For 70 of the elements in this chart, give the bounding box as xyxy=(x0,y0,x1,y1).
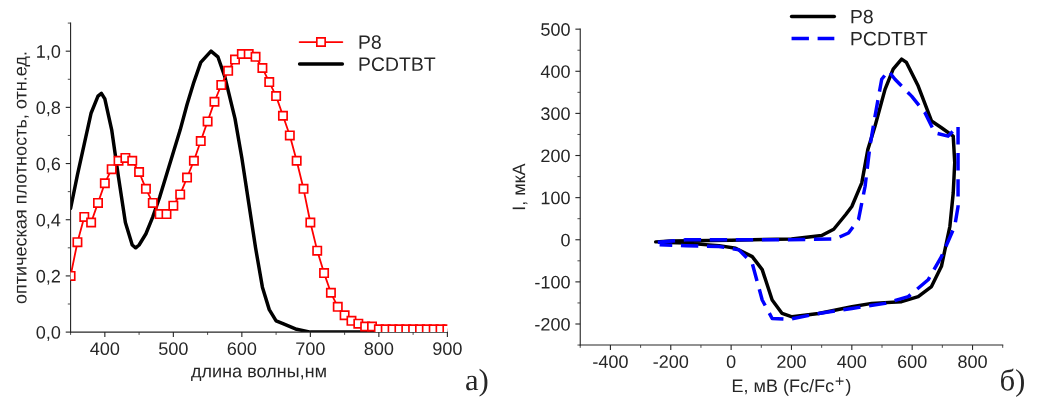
text: б) xyxy=(1001,368,1024,397)
legend-label: P8 xyxy=(359,35,381,50)
point xyxy=(223,65,234,76)
x-tick-label: 400 xyxy=(837,355,867,369)
point xyxy=(271,91,282,102)
x-axis-title: E, мВ (Fc/Fc$^{+}$) xyxy=(732,377,851,396)
point xyxy=(284,130,295,141)
y-tick-label: 200 xyxy=(541,149,570,163)
y-tick-label: -200 xyxy=(535,317,570,331)
point xyxy=(147,197,158,208)
x-axis-title: длина волны,нм xyxy=(191,367,326,381)
x-tick-label: 600 xyxy=(227,342,257,356)
x-tick-label: 800 xyxy=(958,355,987,369)
y-tick-label: 0 xyxy=(561,233,570,247)
y-axis-title: I, мкА xyxy=(512,163,528,210)
y-tick-label: 500 xyxy=(541,23,570,36)
y-tick-label: 0,2 xyxy=(36,269,60,285)
point xyxy=(230,54,241,65)
y-tick-label: 0,8 xyxy=(36,101,61,117)
point xyxy=(106,164,117,175)
x-tick-label: 0 xyxy=(726,355,736,369)
point xyxy=(250,51,261,62)
point xyxy=(195,136,206,147)
y-tick-label: 0,4 xyxy=(36,213,61,229)
point xyxy=(257,63,268,74)
legend-label: PCDTBT xyxy=(851,31,928,46)
point xyxy=(86,217,97,228)
point xyxy=(175,189,186,200)
point xyxy=(188,155,199,166)
x-tick-label: 900 xyxy=(433,342,462,356)
x-tick-label: 500 xyxy=(159,342,188,356)
y-tick-label: 300 xyxy=(541,107,570,121)
point xyxy=(312,245,323,256)
y-tick-label: 0,0 xyxy=(36,326,61,341)
x-tick-label: 600 xyxy=(898,355,927,369)
text: а) xyxy=(466,368,488,397)
point xyxy=(134,166,145,177)
point xyxy=(182,172,193,183)
x-tick-label: -200 xyxy=(653,355,689,369)
x-tick-label: 200 xyxy=(777,355,806,369)
y-tick-label: -100 xyxy=(535,275,570,289)
point xyxy=(305,217,316,228)
x-tick-label: 700 xyxy=(296,342,325,356)
point xyxy=(72,237,83,248)
point xyxy=(264,77,275,88)
y-tick-label: 0,6 xyxy=(36,157,61,173)
point xyxy=(202,116,213,127)
point xyxy=(277,110,288,121)
point xyxy=(92,197,103,208)
point xyxy=(298,183,309,194)
point xyxy=(319,268,330,279)
y-tick-label: 1,0 xyxy=(37,45,61,61)
point xyxy=(325,287,336,298)
point xyxy=(168,200,179,211)
point xyxy=(291,155,302,166)
point xyxy=(161,209,172,220)
y-axis-title: оптическая плотность, отн.ед. xyxy=(16,52,31,304)
point xyxy=(140,183,151,194)
y-tick-label: 400 xyxy=(540,65,570,78)
point xyxy=(216,79,227,90)
point xyxy=(209,96,220,107)
point xyxy=(332,301,343,312)
legend-label: PCDTBT xyxy=(359,57,436,72)
legend-label: P8 xyxy=(851,9,873,24)
point xyxy=(127,155,138,166)
x-tick-label: -400 xyxy=(593,355,628,369)
point xyxy=(99,178,110,189)
x-tick-label: 800 xyxy=(364,342,394,356)
x-tick-label: 400 xyxy=(90,342,120,356)
y-tick-label: 100 xyxy=(541,191,570,205)
